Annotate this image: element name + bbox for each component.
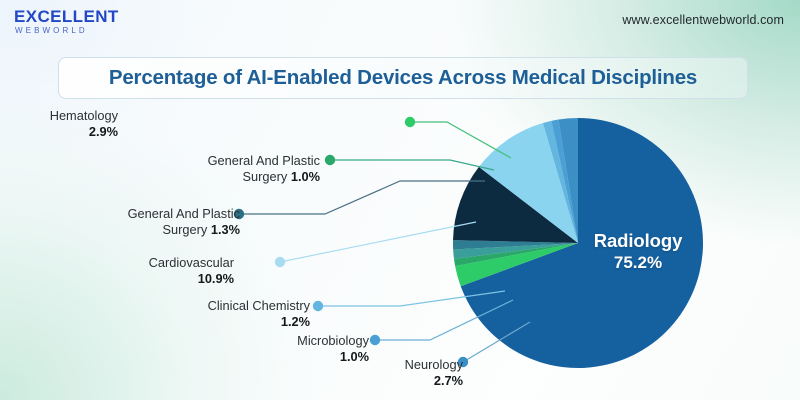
callout-leader-line-cardiovascular bbox=[279, 221, 477, 263]
callout-dots-group bbox=[233, 116, 469, 368]
callout-label-neurology: Neurology 2.7% bbox=[405, 357, 463, 388]
callout-dot-gen-plastic-2[interactable] bbox=[233, 208, 245, 220]
brand-name-secondary: WEBWORLD bbox=[15, 26, 88, 35]
callout-name2-gen-plastic-2: Surgery bbox=[162, 221, 208, 237]
callout-name-clinical-chemistry: Clinical Chemistry bbox=[207, 298, 310, 313]
callout-value-gen-plastic-2: 1.3% bbox=[210, 221, 240, 237]
pie-slices-group bbox=[452, 118, 703, 368]
callout-value-clinical-chemistry: 1.2% bbox=[280, 313, 310, 329]
callout-label-gen-plastic-2: General And Plastic Surgery 1.3% bbox=[128, 206, 240, 237]
pie-slice[interactable] bbox=[452, 240, 578, 250]
callout-dot-gen-plastic-1[interactable] bbox=[324, 154, 336, 166]
callout-value-cardiovascular: 10.9% bbox=[197, 270, 234, 286]
callout-leader-line-gen-plastic-2 bbox=[239, 180, 485, 215]
pie-inside-name-radiology: Radiology bbox=[593, 230, 683, 251]
callout-value-gen-plastic-1: 1.0% bbox=[290, 168, 320, 184]
pie-slice[interactable] bbox=[460, 118, 703, 368]
callout-leader-lines-group bbox=[239, 121, 531, 363]
callout-value-microbiology: 1.0% bbox=[339, 348, 369, 364]
callout-leader-line-gen-plastic-1 bbox=[330, 159, 495, 171]
callout-leader-line-microbiology bbox=[375, 299, 514, 341]
callout-dot-neurology[interactable] bbox=[457, 356, 469, 368]
callout-name-gen-plastic-2: General And Plastic bbox=[127, 206, 240, 221]
callout-name-cardiovascular: Cardiovascular bbox=[148, 255, 234, 270]
chart-title: Percentage of AI-Enabled Devices Across … bbox=[108, 66, 698, 89]
callout-name-neurology: Neurology bbox=[404, 357, 463, 372]
callout-name2-gen-plastic-1: Surgery bbox=[242, 168, 288, 184]
pie-inside-value-radiology: 75.2% bbox=[613, 253, 663, 272]
callout-name-hematology: Hematology bbox=[49, 108, 118, 123]
callout-leader-line-neurology bbox=[462, 321, 531, 363]
callout-dot-hematology[interactable] bbox=[404, 116, 416, 128]
pie-slice[interactable] bbox=[478, 123, 578, 243]
pie-slice[interactable] bbox=[453, 243, 578, 259]
website-url: www.excellentwebworld.com bbox=[622, 13, 784, 27]
pie-slice[interactable] bbox=[551, 119, 578, 243]
callout-name-gen-plastic-1: General And Plastic bbox=[207, 153, 320, 168]
pie-inside-label-radiology: Radiology 75.2% bbox=[558, 230, 718, 274]
callout-dot-clinical-chem[interactable] bbox=[312, 300, 324, 312]
callout-label-microbiology: Microbiology 1.0% bbox=[297, 333, 369, 364]
pie-slice[interactable] bbox=[454, 243, 578, 267]
brand-logo: EXCELLENT WEBWORLD bbox=[14, 8, 119, 37]
brand-name-primary: EXCELLENT bbox=[14, 7, 119, 26]
callout-name-microbiology: Microbiology bbox=[297, 333, 369, 348]
pie-slice[interactable] bbox=[453, 166, 578, 243]
pie-slice[interactable] bbox=[455, 243, 578, 287]
callout-value-hematology: 2.9% bbox=[88, 123, 118, 139]
callout-leader-line-hematology bbox=[410, 121, 512, 159]
callout-label-clinical-chemistry: Clinical Chemistry 1.2% bbox=[208, 298, 310, 329]
callout-dot-cardiovascular[interactable] bbox=[274, 256, 286, 268]
callout-label-hematology: Hematology 2.9% bbox=[50, 108, 118, 139]
callout-dot-microbiology[interactable] bbox=[369, 334, 381, 346]
pie-slice[interactable] bbox=[558, 118, 578, 243]
callout-label-cardiovascular: Cardiovascular 10.9% bbox=[149, 255, 234, 286]
callout-leader-line-clinical-chem bbox=[318, 290, 506, 307]
pie-slice[interactable] bbox=[542, 120, 578, 243]
chart-title-banner: Percentage of AI-Enabled Devices Across … bbox=[58, 57, 748, 99]
callout-value-neurology: 2.7% bbox=[433, 372, 463, 388]
callout-label-gen-plastic-1: General And Plastic Surgery 1.0% bbox=[208, 153, 320, 184]
